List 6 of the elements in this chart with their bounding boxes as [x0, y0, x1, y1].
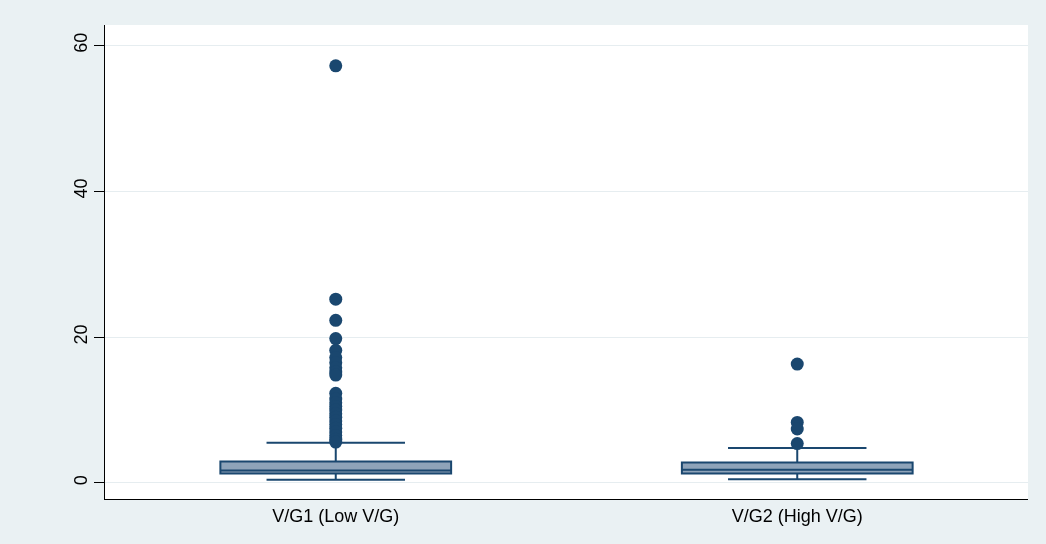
y-tick-label: 20 [70, 324, 91, 345]
x-tick-label: V/G1 (Low V/G) [272, 505, 400, 526]
y-tick-label: 0 [70, 475, 91, 486]
y-tick-label: 60 [70, 32, 91, 53]
y-tick-label: 40 [70, 178, 91, 199]
x-tick-label: V/G2 (High V/G) [731, 505, 863, 526]
